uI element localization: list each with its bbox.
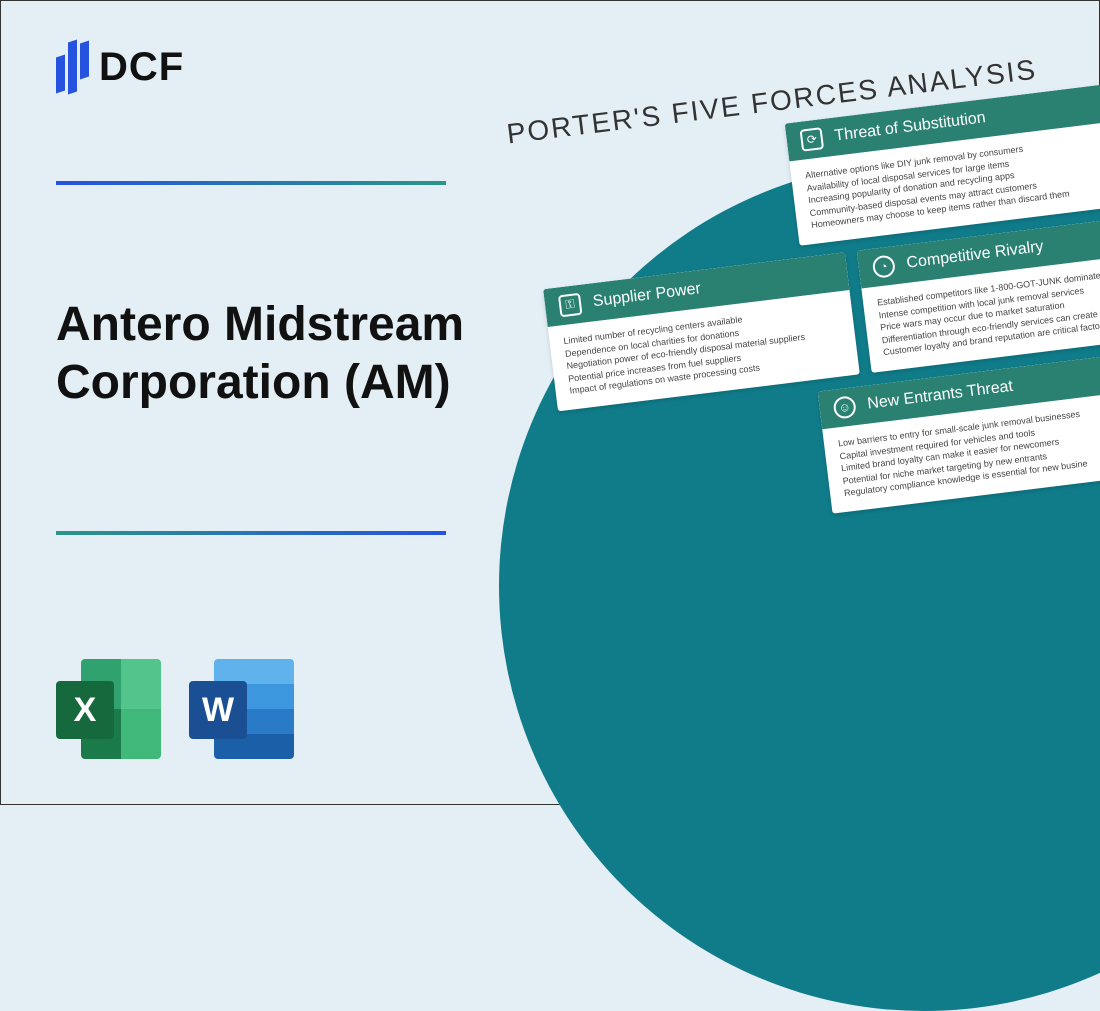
logo: DCF [56,41,184,93]
logo-bars-icon [56,41,89,93]
logo-text: DCF [99,45,184,90]
word-letter: W [189,681,247,739]
refresh-icon: ⟳ [800,127,825,152]
page-title: Antero Midstream Corporation (AM) [56,296,536,411]
card-supplier: ⚿ Supplier Power Limited number of recyc… [543,252,860,411]
word-icon[interactable]: W [189,659,294,759]
divider-top [56,181,446,185]
cards-container: ⟳ Threat of Substitution Alternative opt… [527,80,1100,557]
excel-letter: X [56,681,114,739]
excel-icon[interactable]: X [56,659,161,759]
card-title: Supplier Power [592,280,702,311]
file-icons: X W [56,659,294,759]
divider-bottom [56,531,446,535]
key-icon: ⚿ [558,293,583,318]
person-icon: ☺ [832,395,857,420]
card-rivalry: ◔ Competitive Rivalry Established compet… [857,214,1100,373]
pie-icon: ◔ [872,254,897,279]
